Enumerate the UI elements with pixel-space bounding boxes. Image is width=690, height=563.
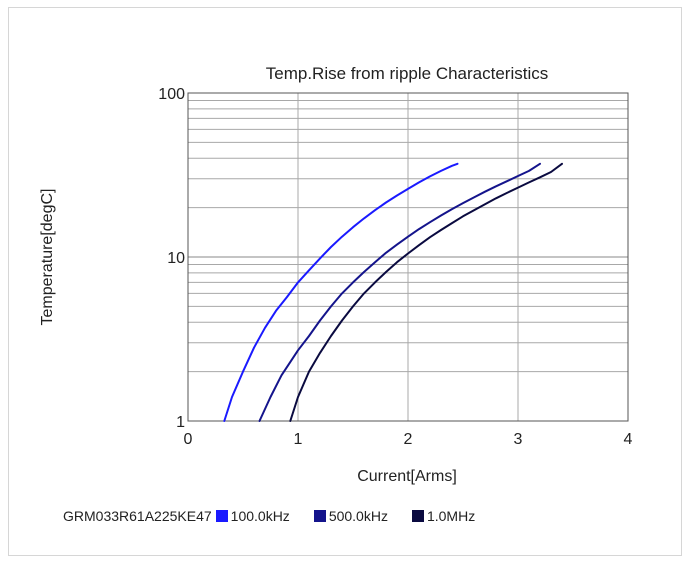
legend-label-100khz: 100.0kHz [230, 508, 290, 524]
x-tick-label: 4 [624, 431, 633, 448]
legend: GRM033R61A225KE47 100.0kHz 500.0kHz 1.0M… [63, 506, 499, 526]
x-tick-label: 0 [184, 431, 193, 448]
legend-label-1mhz: 1.0MHz [426, 508, 476, 524]
legend-item-500khz: 500.0kHz [313, 508, 388, 524]
legend-swatch-100khz [215, 510, 228, 522]
y-tick-label: 1 [176, 414, 185, 431]
y-axis-label: Temperature[degC] [39, 189, 56, 326]
x-tick-label: 1 [294, 431, 303, 448]
y-tick-label: 10 [167, 250, 185, 267]
series-line-500-0khz [258, 162, 541, 422]
part-number-label: GRM033R61A225KE47 [63, 508, 212, 524]
y-tick-label: 100 [158, 86, 185, 103]
legend-item-1mhz: 1.0MHz [411, 508, 476, 524]
x-tick-label: 2 [404, 431, 413, 448]
series-line-100-0khz [223, 162, 459, 422]
legend-item-100khz: 100.0kHz [215, 508, 290, 524]
legend-label-500khz: 500.0kHz [328, 508, 388, 524]
plot-border [187, 92, 629, 422]
x-axis-label: Current[Arms] [357, 468, 457, 485]
legend-swatch-500khz [313, 510, 326, 522]
legend-swatch-1mhz [411, 510, 424, 522]
chart-title: Temp.Rise from ripple Characteristics [266, 64, 548, 83]
series-line-1-0mhz [289, 162, 563, 422]
x-tick-label: 3 [514, 431, 523, 448]
